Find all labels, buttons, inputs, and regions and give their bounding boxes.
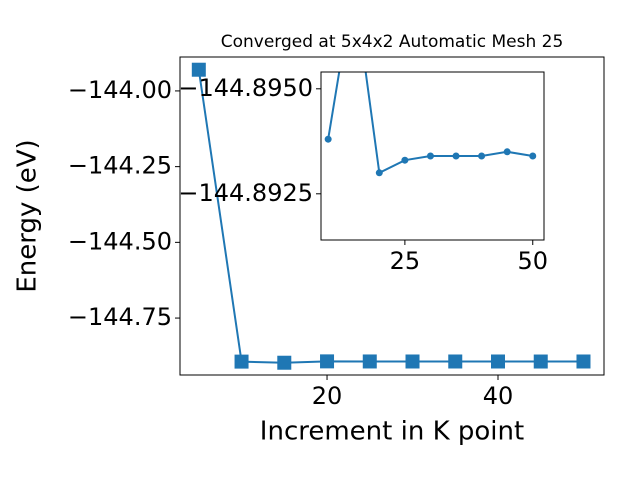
y-tick-label: −144.75 xyxy=(68,303,172,331)
marker xyxy=(401,156,409,164)
axes-frame xyxy=(320,71,545,241)
marker xyxy=(576,354,591,369)
marker xyxy=(533,354,548,369)
series-line xyxy=(197,69,584,364)
marker xyxy=(191,62,206,77)
y-axis-label: Energy (eV) xyxy=(13,139,43,292)
x-axis-label: Increment in K point xyxy=(260,417,524,447)
plot-content xyxy=(324,72,537,177)
y-tick-label: −144.00 xyxy=(68,76,172,104)
marker xyxy=(448,354,463,369)
marker xyxy=(478,152,486,160)
marker xyxy=(375,169,383,177)
marker xyxy=(324,135,332,143)
x-tick-label: 50 xyxy=(517,247,548,275)
x-tick-label: 20 xyxy=(312,382,343,410)
x-tick-label: 25 xyxy=(390,247,421,275)
axes-frame xyxy=(179,56,605,376)
marker xyxy=(277,355,292,370)
marker xyxy=(452,152,460,160)
y-tick-label: −144.25 xyxy=(68,152,172,180)
y-tick-label: −144.8925 xyxy=(178,179,313,207)
chart-title: Converged at 5x4x2 Automatic Mesh 25 xyxy=(221,32,564,52)
marker xyxy=(503,148,511,156)
y-tick-label: −144.50 xyxy=(68,227,172,255)
x-tick-label: 40 xyxy=(483,382,514,410)
marker xyxy=(426,152,434,160)
marker xyxy=(362,354,377,369)
marker xyxy=(234,354,249,369)
marker xyxy=(529,152,537,160)
plot-content xyxy=(191,62,591,370)
marker xyxy=(491,354,505,369)
marker xyxy=(320,354,335,369)
marker xyxy=(405,354,420,369)
y-tick-label: −144.8950 xyxy=(178,74,313,102)
